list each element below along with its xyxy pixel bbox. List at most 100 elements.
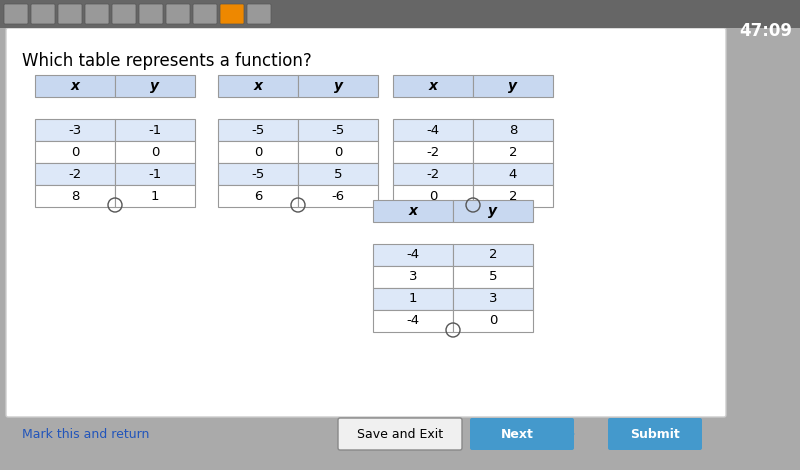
Bar [393, 119, 473, 141]
Text: 2: 2 [509, 189, 518, 203]
Bar [35, 75, 115, 97]
Bar [453, 288, 533, 310]
Text: -6: -6 [331, 189, 345, 203]
Text: 2: 2 [509, 146, 518, 158]
Text: -2: -2 [426, 146, 440, 158]
Bar [218, 119, 298, 141]
Bar [298, 163, 378, 185]
Bar [453, 310, 533, 332]
FancyBboxPatch shape [139, 4, 163, 24]
Bar [393, 75, 473, 97]
FancyBboxPatch shape [6, 28, 726, 417]
Bar [373, 266, 453, 288]
Text: 8: 8 [71, 189, 79, 203]
Bar [473, 185, 553, 207]
Text: Next: Next [501, 428, 534, 440]
Bar [0, 0, 800, 28]
Text: 5: 5 [489, 271, 498, 283]
Text: Submit: Submit [630, 428, 680, 440]
Text: Mark this and return: Mark this and return [22, 429, 150, 441]
Bar [473, 119, 553, 141]
Text: Which table represents a function?: Which table represents a function? [22, 52, 312, 70]
Bar [218, 141, 298, 163]
FancyBboxPatch shape [338, 418, 462, 450]
Bar [473, 75, 553, 97]
Bar [393, 163, 473, 185]
Text: 0: 0 [71, 146, 79, 158]
Text: 8: 8 [509, 124, 517, 136]
Bar [453, 200, 533, 222]
Bar [218, 75, 298, 97]
Text: 0: 0 [151, 146, 159, 158]
FancyBboxPatch shape [58, 4, 82, 24]
Bar [473, 163, 553, 185]
Text: y: y [150, 79, 159, 93]
Text: -5: -5 [251, 167, 265, 180]
Text: 5: 5 [334, 167, 342, 180]
Bar [373, 288, 453, 310]
FancyBboxPatch shape [193, 4, 217, 24]
Bar [115, 75, 195, 97]
Text: -1: -1 [148, 124, 162, 136]
Bar [218, 163, 298, 185]
Text: 0: 0 [254, 146, 262, 158]
FancyBboxPatch shape [470, 418, 574, 450]
Text: y: y [489, 204, 498, 218]
Polygon shape [560, 424, 574, 444]
Text: 3: 3 [489, 292, 498, 306]
FancyBboxPatch shape [608, 418, 702, 450]
Text: 3: 3 [409, 271, 418, 283]
Text: 2: 2 [489, 249, 498, 261]
Text: 0: 0 [429, 189, 437, 203]
Text: 0: 0 [489, 314, 497, 328]
Text: 1: 1 [150, 189, 159, 203]
Text: -5: -5 [331, 124, 345, 136]
Bar [393, 141, 473, 163]
Text: y: y [334, 79, 342, 93]
FancyBboxPatch shape [220, 4, 244, 24]
Text: Save and Exit: Save and Exit [357, 428, 443, 440]
FancyBboxPatch shape [112, 4, 136, 24]
Bar [373, 200, 453, 222]
Text: -2: -2 [68, 167, 82, 180]
Bar [35, 141, 115, 163]
Bar [373, 310, 453, 332]
Bar [115, 163, 195, 185]
Text: x: x [429, 79, 438, 93]
FancyBboxPatch shape [166, 4, 190, 24]
Text: 1: 1 [409, 292, 418, 306]
Bar [35, 119, 115, 141]
Text: 47:09: 47:09 [739, 22, 792, 40]
Bar [115, 185, 195, 207]
Bar [35, 163, 115, 185]
Bar [473, 141, 553, 163]
Text: x: x [254, 79, 262, 93]
Text: 6: 6 [254, 189, 262, 203]
FancyBboxPatch shape [4, 4, 28, 24]
Text: 0: 0 [334, 146, 342, 158]
Bar [115, 141, 195, 163]
Bar [35, 185, 115, 207]
Polygon shape [562, 422, 572, 446]
Bar [298, 75, 378, 97]
Bar [373, 244, 453, 266]
Text: -5: -5 [251, 124, 265, 136]
Bar [298, 119, 378, 141]
FancyBboxPatch shape [31, 4, 55, 24]
Bar [453, 266, 533, 288]
Bar [393, 185, 473, 207]
Text: -4: -4 [406, 314, 419, 328]
FancyBboxPatch shape [85, 4, 109, 24]
Bar [298, 185, 378, 207]
Bar [298, 141, 378, 163]
Text: y: y [509, 79, 518, 93]
Bar [453, 244, 533, 266]
Bar [218, 185, 298, 207]
Text: -2: -2 [426, 167, 440, 180]
Text: x: x [70, 79, 79, 93]
Text: x: x [409, 204, 418, 218]
Text: -1: -1 [148, 167, 162, 180]
FancyBboxPatch shape [247, 4, 271, 24]
Bar [115, 119, 195, 141]
Text: -4: -4 [426, 124, 439, 136]
